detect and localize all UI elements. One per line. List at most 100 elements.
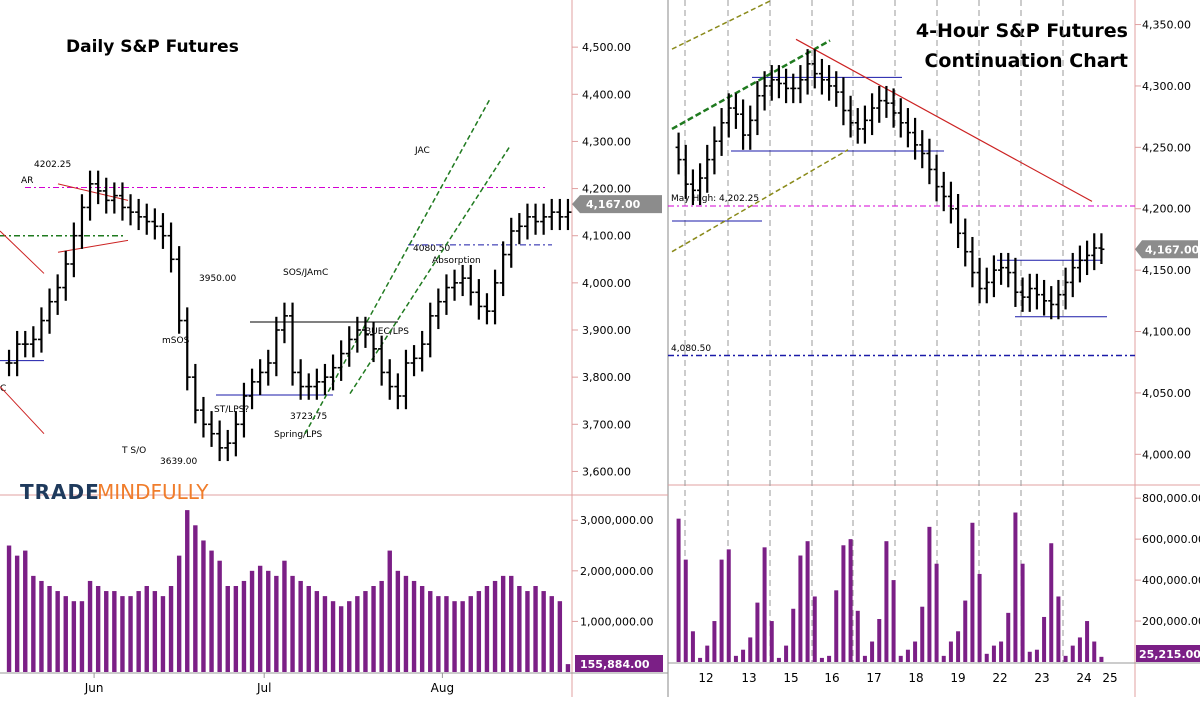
ann-buec-lps: BUEC/LPS bbox=[365, 327, 409, 337]
daily-xtick-label: Aug bbox=[431, 681, 454, 695]
daily-volume-bar bbox=[14, 555, 20, 672]
hour-volume-bar bbox=[977, 573, 982, 662]
ann-ar: AR bbox=[21, 176, 33, 186]
hour-xtick-label: 19 bbox=[950, 671, 965, 685]
hour-volume-bar bbox=[948, 641, 953, 662]
hour-xtick-label: 23 bbox=[1034, 671, 1049, 685]
daily-volume-bar bbox=[144, 586, 149, 672]
daily-ytick-label: 4,100.00 bbox=[582, 230, 631, 243]
hour-volume-bar bbox=[841, 545, 846, 662]
daily-volume-bar bbox=[525, 591, 530, 672]
ann-msos: mSOS bbox=[162, 336, 190, 346]
hour-ytick-label: 4,350.00 bbox=[1142, 19, 1191, 32]
hour-volume-bar bbox=[762, 547, 767, 662]
daily-volume-bar bbox=[395, 570, 401, 672]
daily-volume-bar bbox=[87, 580, 93, 672]
daily-volume-bar bbox=[63, 596, 68, 672]
hour-vol-ytick-label: 800,000.00 bbox=[1142, 492, 1200, 505]
hour-volume-bar bbox=[690, 631, 695, 662]
daily-volume-bar bbox=[290, 575, 295, 672]
daily-volume-bar bbox=[209, 550, 214, 672]
daily-volume-bar bbox=[128, 596, 133, 672]
daily-ytick-label: 3,600.00 bbox=[582, 465, 631, 478]
hour-volume-bar bbox=[834, 590, 839, 662]
hour-volume-bar bbox=[741, 649, 746, 662]
daily-left-trend-lower bbox=[0, 386, 45, 435]
daily-volume-bar bbox=[363, 591, 368, 672]
daily-volume-bar bbox=[541, 591, 546, 672]
hour-volume-bar bbox=[956, 631, 961, 662]
trade-mindfully-logo: TRADE MINDFULLY bbox=[20, 480, 209, 504]
daily-ytick-label: 3,800.00 bbox=[582, 371, 631, 384]
fourhour-title-line2: Continuation Chart bbox=[924, 50, 1128, 72]
daily-volume-bar bbox=[71, 601, 77, 672]
hour-olive-channel-upper bbox=[671, 0, 773, 50]
hour-volume-bar bbox=[748, 637, 753, 662]
hour-green-trendline bbox=[671, 39, 831, 131]
daily-volume-bar bbox=[201, 540, 206, 672]
daily-volume-bar bbox=[120, 596, 125, 672]
ann-c: C bbox=[0, 384, 6, 394]
daily-volume-bar bbox=[419, 586, 425, 672]
daily-ytick-label: 4,200.00 bbox=[582, 183, 631, 196]
hour-last-price-label: 4,167.00 bbox=[1145, 243, 1200, 256]
hour-volume-bar bbox=[927, 526, 932, 662]
hour-volume-bar bbox=[676, 518, 681, 662]
daily-volume-bar bbox=[95, 586, 101, 672]
daily-vol-ytick-label: 1,000,000.00 bbox=[580, 615, 653, 628]
daily-wedge-lower bbox=[57, 239, 129, 253]
daily-volume-bar bbox=[225, 586, 230, 672]
hour-volume-bar bbox=[791, 608, 796, 662]
hour-volume-bar bbox=[1056, 596, 1061, 662]
ann-tso: T S/O bbox=[121, 446, 146, 456]
ann-spring-lps: Spring/LPS bbox=[274, 430, 323, 440]
hour-volume-bar bbox=[941, 655, 946, 662]
daily-volume-bar bbox=[468, 596, 473, 672]
hour-xtick-label: 12 bbox=[698, 671, 713, 685]
daily-vol-ytick-label: 3,000,000.00 bbox=[580, 514, 653, 527]
daily-volume-bar bbox=[533, 586, 538, 672]
hour-volume-bar bbox=[1077, 637, 1082, 662]
daily-volume-bar bbox=[152, 591, 158, 672]
hour-volume-bar bbox=[984, 653, 989, 662]
hour-volume-bar bbox=[1034, 649, 1039, 662]
ann-4080-4h: 4,080.50 bbox=[671, 344, 711, 354]
daily-volume-bar bbox=[347, 601, 352, 672]
daily-volume-bar bbox=[79, 601, 85, 672]
hour-volume-bar bbox=[855, 610, 860, 662]
hour-volume-bar bbox=[733, 655, 738, 662]
daily-volume-bar bbox=[444, 596, 449, 672]
hour-volume-bar bbox=[784, 645, 789, 662]
daily-volume-bar bbox=[411, 580, 417, 672]
hour-volume-bar bbox=[862, 655, 867, 662]
hour-volume-bar bbox=[870, 641, 875, 662]
daily-volume-bar bbox=[31, 575, 36, 672]
hour-ytick-label: 4,000.00 bbox=[1142, 448, 1191, 461]
hour-volume-bar bbox=[913, 641, 918, 662]
hour-volume-bar bbox=[920, 606, 925, 662]
daily-ytick-label: 3,900.00 bbox=[582, 324, 631, 337]
hour-xtick-label: 16 bbox=[824, 671, 839, 685]
daily-volume-bar bbox=[233, 586, 239, 672]
ann-jac: JAC bbox=[414, 146, 430, 156]
daily-volume-bar bbox=[266, 570, 271, 672]
hour-ytick-label: 4,200.00 bbox=[1142, 203, 1191, 216]
daily-volume-bar bbox=[492, 580, 498, 672]
daily-volume-bar bbox=[282, 560, 287, 672]
hour-volume-bar bbox=[712, 621, 717, 662]
ann-3950: 3950.00 bbox=[199, 274, 236, 284]
hour-xtick-label: 18 bbox=[908, 671, 923, 685]
hour-volume-bar bbox=[905, 649, 910, 662]
hour-xtick-label: 13 bbox=[741, 671, 756, 685]
hour-volume-bar bbox=[1063, 655, 1068, 662]
daily-volume-bar bbox=[55, 591, 60, 672]
hour-volume-bar bbox=[812, 596, 817, 662]
daily-last-price-label: 4,167.00 bbox=[586, 198, 641, 211]
daily-volume-bar bbox=[403, 575, 409, 672]
daily-volume-bar bbox=[193, 525, 198, 672]
daily-volume-bar bbox=[23, 550, 28, 672]
daily-ytick-label: 4,500.00 bbox=[582, 41, 631, 54]
hour-vol-ytick-label: 600,000.00 bbox=[1142, 533, 1200, 546]
hour-downtrend-line bbox=[795, 38, 1093, 202]
